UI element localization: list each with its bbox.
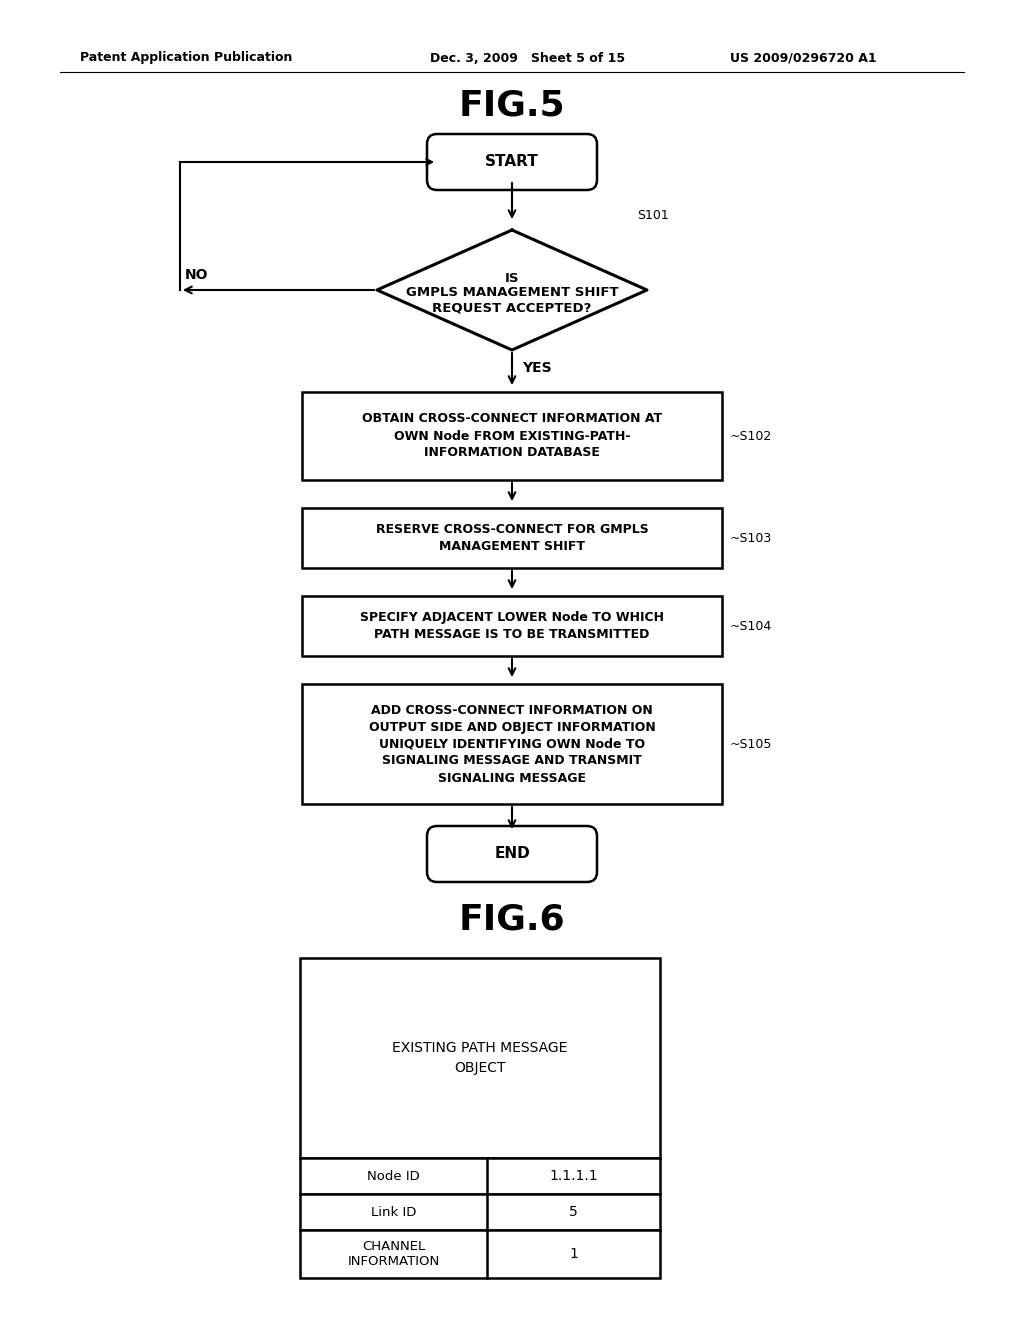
- Text: Link ID: Link ID: [371, 1205, 417, 1218]
- Text: 5: 5: [569, 1205, 578, 1218]
- Bar: [302, 508, 722, 568]
- Text: RESERVE CROSS-CONNECT FOR GMPLS
MANAGEMENT SHIFT: RESERVE CROSS-CONNECT FOR GMPLS MANAGEME…: [376, 523, 648, 553]
- Bar: [300, 1158, 660, 1195]
- Text: SPECIFY ADJACENT LOWER Node TO WHICH
PATH MESSAGE IS TO BE TRANSMITTED: SPECIFY ADJACENT LOWER Node TO WHICH PAT…: [360, 611, 664, 642]
- Text: Patent Application Publication: Patent Application Publication: [80, 51, 293, 65]
- Text: NO: NO: [185, 268, 209, 282]
- Text: US 2009/0296720 A1: US 2009/0296720 A1: [730, 51, 877, 65]
- Text: Dec. 3, 2009   Sheet 5 of 15: Dec. 3, 2009 Sheet 5 of 15: [430, 51, 625, 65]
- Text: YES: YES: [522, 360, 552, 375]
- Bar: [300, 1195, 660, 1230]
- Bar: [300, 958, 660, 1158]
- Text: GMPLS MANAGEMENT SHIFT: GMPLS MANAGEMENT SHIFT: [406, 286, 618, 300]
- Text: START: START: [485, 154, 539, 169]
- Text: ADD CROSS-CONNECT INFORMATION ON
OUTPUT SIDE AND OBJECT INFORMATION
UNIQUELY IDE: ADD CROSS-CONNECT INFORMATION ON OUTPUT …: [369, 704, 655, 784]
- Text: FIG.6: FIG.6: [459, 903, 565, 937]
- Bar: [302, 597, 722, 656]
- Text: ~S105: ~S105: [730, 738, 772, 751]
- Text: OBTAIN CROSS-CONNECT INFORMATION AT
OWN Node FROM EXISTING-PATH-
INFORMATION DAT: OBTAIN CROSS-CONNECT INFORMATION AT OWN …: [361, 412, 663, 459]
- Text: REQUEST ACCEPTED?: REQUEST ACCEPTED?: [432, 301, 592, 314]
- Text: FIG.5: FIG.5: [459, 88, 565, 121]
- Bar: [302, 684, 722, 804]
- Text: Node ID: Node ID: [368, 1170, 420, 1183]
- Text: ~S104: ~S104: [730, 619, 772, 632]
- FancyBboxPatch shape: [427, 826, 597, 882]
- FancyBboxPatch shape: [427, 135, 597, 190]
- Text: EXISTING PATH MESSAGE
OBJECT: EXISTING PATH MESSAGE OBJECT: [392, 1041, 567, 1074]
- Bar: [300, 1230, 660, 1278]
- Bar: [302, 392, 722, 480]
- Text: IS: IS: [505, 272, 519, 285]
- Text: CHANNEL
INFORMATION: CHANNEL INFORMATION: [347, 1239, 439, 1269]
- Text: ~S103: ~S103: [730, 532, 772, 544]
- Text: END: END: [495, 846, 529, 862]
- Text: 1.1.1.1: 1.1.1.1: [549, 1170, 598, 1183]
- Text: S101: S101: [637, 209, 669, 222]
- Text: 1: 1: [569, 1247, 578, 1261]
- Text: ~S102: ~S102: [730, 429, 772, 442]
